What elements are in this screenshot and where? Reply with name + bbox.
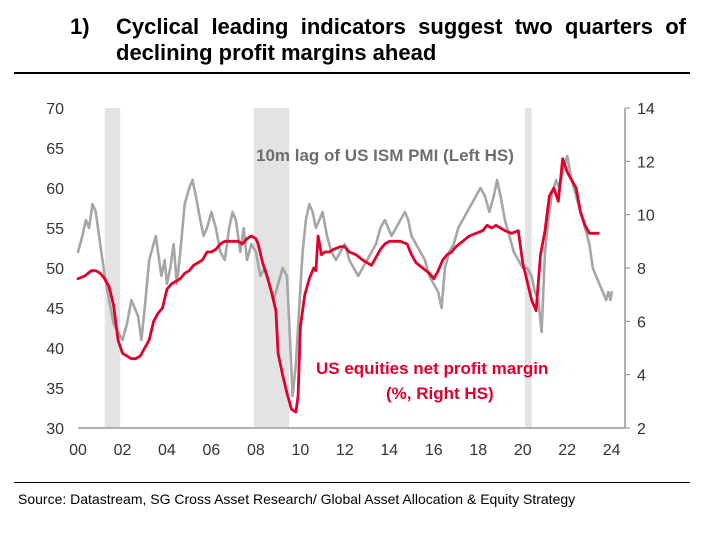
recession-band-0 [104,108,121,428]
x-tick-00: 00 [69,442,87,459]
profit-margin-line [76,157,600,414]
ism-pmi-line [76,154,613,398]
x-tick-16: 16 [425,442,443,459]
y-left-tick-40: 40 [46,341,64,358]
x-tick-06: 06 [203,442,221,459]
x-tick-24: 24 [603,442,621,459]
series-lines [76,154,613,414]
x-tick-12: 12 [336,442,354,459]
x-tick-18: 18 [469,442,487,459]
y-right-tick-12: 12 [637,154,655,171]
y-right-tick-6: 6 [637,314,646,331]
x-tick-02: 02 [114,442,132,459]
margin-series-label-line1: US equities net profit margin [316,359,548,378]
y-left-tick-50: 50 [46,261,64,278]
source-divider [14,482,690,483]
y-left-tick-65: 65 [46,141,64,158]
y-left-tick-60: 60 [46,181,64,198]
x-tick-14: 14 [380,442,398,459]
y-left-tick-30: 30 [46,421,64,438]
x-tick-20: 20 [514,442,532,459]
margin-series-label-line2: (%, Right HS) [386,384,494,403]
y-left-tick-45: 45 [46,301,64,318]
title-divider [14,72,690,74]
source-note: Source: Datastream, SG Cross Asset Resea… [18,491,576,507]
y-left-tick-35: 35 [46,381,64,398]
ism-series-label: 10m lag of US ISM PMI (Left HS) [256,146,514,165]
y-right-tick-2: 2 [637,421,646,438]
y-left-tick-70: 70 [46,101,64,118]
y-right-tick-8: 8 [637,261,646,278]
y-left-tick-55: 55 [46,221,64,238]
y-right-tick-14: 14 [637,101,655,118]
chart-title: 1) Cyclical leading indicators suggest t… [0,12,704,72]
x-tick-22: 22 [558,442,576,459]
title-number: 1) [70,14,90,39]
y-right-tick-10: 10 [637,208,655,225]
y-right-tick-4: 4 [637,368,646,385]
x-tick-08: 08 [247,442,265,459]
title-text: Cyclical leading indicators suggest two … [116,14,686,65]
x-tick-10: 10 [291,442,309,459]
x-tick-04: 04 [158,442,176,459]
